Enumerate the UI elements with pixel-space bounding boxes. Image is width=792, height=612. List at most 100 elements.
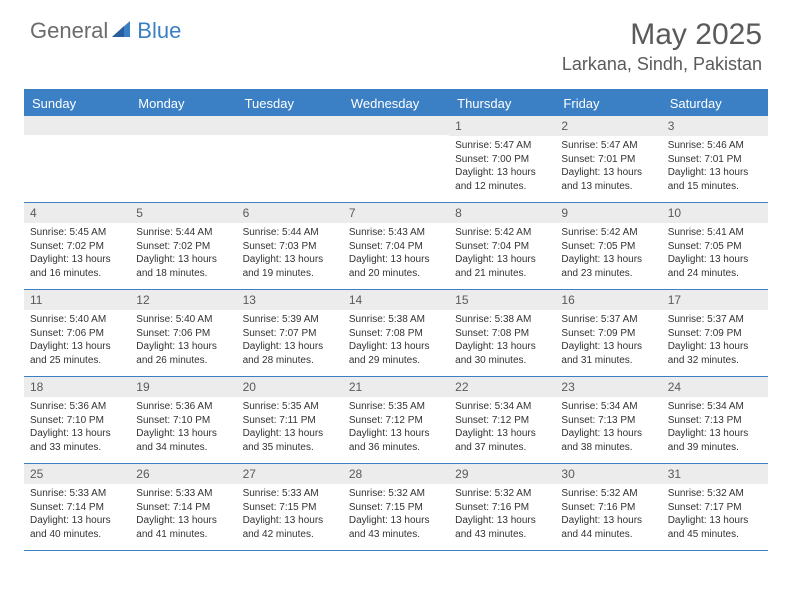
logo-text-blue: Blue	[137, 18, 181, 44]
sunset-line: Sunset: 7:10 PM	[136, 414, 230, 428]
day-number: 28	[343, 464, 449, 484]
day-number: 20	[237, 377, 343, 397]
day-number: 2	[555, 116, 661, 136]
daylight-line: Daylight: 13 hours and 13 minutes.	[561, 166, 655, 193]
day-number: 24	[662, 377, 768, 397]
day-details: Sunrise: 5:40 AMSunset: 7:06 PMDaylight:…	[130, 310, 236, 371]
sunset-line: Sunset: 7:16 PM	[561, 501, 655, 515]
day-details: Sunrise: 5:38 AMSunset: 7:08 PMDaylight:…	[449, 310, 555, 371]
sunrise-line: Sunrise: 5:41 AM	[668, 226, 762, 240]
day-number	[24, 116, 130, 135]
day-details: Sunrise: 5:35 AMSunset: 7:12 PMDaylight:…	[343, 397, 449, 458]
day-header-cell: Wednesday	[343, 91, 449, 116]
sunset-line: Sunset: 7:00 PM	[455, 153, 549, 167]
day-details: Sunrise: 5:47 AMSunset: 7:01 PMDaylight:…	[555, 136, 661, 197]
day-number: 1	[449, 116, 555, 136]
day-cell	[237, 116, 343, 202]
day-number: 15	[449, 290, 555, 310]
sunrise-line: Sunrise: 5:35 AM	[349, 400, 443, 414]
day-number: 14	[343, 290, 449, 310]
sunrise-line: Sunrise: 5:38 AM	[349, 313, 443, 327]
day-details: Sunrise: 5:44 AMSunset: 7:03 PMDaylight:…	[237, 223, 343, 284]
daylight-line: Daylight: 13 hours and 37 minutes.	[455, 427, 549, 454]
day-details: Sunrise: 5:43 AMSunset: 7:04 PMDaylight:…	[343, 223, 449, 284]
day-number: 23	[555, 377, 661, 397]
sunrise-line: Sunrise: 5:47 AM	[455, 139, 549, 153]
sunset-line: Sunset: 7:12 PM	[349, 414, 443, 428]
day-cell: 8Sunrise: 5:42 AMSunset: 7:04 PMDaylight…	[449, 203, 555, 289]
sunrise-line: Sunrise: 5:32 AM	[349, 487, 443, 501]
sunset-line: Sunset: 7:14 PM	[136, 501, 230, 515]
day-details: Sunrise: 5:33 AMSunset: 7:14 PMDaylight:…	[130, 484, 236, 545]
sunset-line: Sunset: 7:04 PM	[349, 240, 443, 254]
day-number: 18	[24, 377, 130, 397]
calendar: SundayMondayTuesdayWednesdayThursdayFrid…	[24, 89, 768, 551]
sunset-line: Sunset: 7:16 PM	[455, 501, 549, 515]
sunrise-line: Sunrise: 5:40 AM	[30, 313, 124, 327]
day-details: Sunrise: 5:36 AMSunset: 7:10 PMDaylight:…	[24, 397, 130, 458]
day-number: 11	[24, 290, 130, 310]
day-header-cell: Tuesday	[237, 91, 343, 116]
day-details: Sunrise: 5:41 AMSunset: 7:05 PMDaylight:…	[662, 223, 768, 284]
sunset-line: Sunset: 7:09 PM	[561, 327, 655, 341]
day-header-cell: Thursday	[449, 91, 555, 116]
sunset-line: Sunset: 7:13 PM	[668, 414, 762, 428]
day-number	[343, 116, 449, 135]
daylight-line: Daylight: 13 hours and 45 minutes.	[668, 514, 762, 541]
logo-text-general: General	[30, 18, 108, 44]
day-number: 21	[343, 377, 449, 397]
day-details: Sunrise: 5:46 AMSunset: 7:01 PMDaylight:…	[662, 136, 768, 197]
sunrise-line: Sunrise: 5:32 AM	[455, 487, 549, 501]
day-cell: 12Sunrise: 5:40 AMSunset: 7:06 PMDayligh…	[130, 290, 236, 376]
day-details: Sunrise: 5:32 AMSunset: 7:15 PMDaylight:…	[343, 484, 449, 545]
week-row: 4Sunrise: 5:45 AMSunset: 7:02 PMDaylight…	[24, 203, 768, 290]
sunset-line: Sunset: 7:03 PM	[243, 240, 337, 254]
day-number: 6	[237, 203, 343, 223]
sunrise-line: Sunrise: 5:33 AM	[136, 487, 230, 501]
sunrise-line: Sunrise: 5:32 AM	[561, 487, 655, 501]
day-header-cell: Sunday	[24, 91, 130, 116]
day-cell: 25Sunrise: 5:33 AMSunset: 7:14 PMDayligh…	[24, 464, 130, 550]
sunrise-line: Sunrise: 5:44 AM	[136, 226, 230, 240]
day-cell: 18Sunrise: 5:36 AMSunset: 7:10 PMDayligh…	[24, 377, 130, 463]
sunrise-line: Sunrise: 5:37 AM	[561, 313, 655, 327]
day-cell	[343, 116, 449, 202]
daylight-line: Daylight: 13 hours and 39 minutes.	[668, 427, 762, 454]
daylight-line: Daylight: 13 hours and 19 minutes.	[243, 253, 337, 280]
sunrise-line: Sunrise: 5:33 AM	[243, 487, 337, 501]
day-details: Sunrise: 5:32 AMSunset: 7:17 PMDaylight:…	[662, 484, 768, 545]
location: Larkana, Sindh, Pakistan	[562, 54, 762, 75]
daylight-line: Daylight: 13 hours and 34 minutes.	[136, 427, 230, 454]
sunrise-line: Sunrise: 5:40 AM	[136, 313, 230, 327]
day-number: 31	[662, 464, 768, 484]
week-row: 1 Sunrise: 5:47 AMSunset: 7:00 PM Daylight…	[24, 116, 768, 203]
daylight-line: Daylight: 13 hours and 20 minutes.	[349, 253, 443, 280]
day-cell: 11Sunrise: 5:40 AMSunset: 7:06 PMDayligh…	[24, 290, 130, 376]
day-number: 30	[555, 464, 661, 484]
sunrise-line: Sunrise: 5:36 AM	[136, 400, 230, 414]
logo-sail-icon	[112, 19, 134, 44]
day-cell: 7Sunrise: 5:43 AMSunset: 7:04 PMDaylight…	[343, 203, 449, 289]
day-cell: 4Sunrise: 5:45 AMSunset: 7:02 PMDaylight…	[24, 203, 130, 289]
daylight-line: Daylight: 13 hours and 43 minutes.	[349, 514, 443, 541]
day-cell: 31Sunrise: 5:32 AMSunset: 7:17 PMDayligh…	[662, 464, 768, 550]
day-details: Sunrise: 5:32 AMSunset: 7:16 PMDaylight:…	[449, 484, 555, 545]
day-number	[237, 116, 343, 135]
day-cell: 3Sunrise: 5:46 AMSunset: 7:01 PMDaylight…	[662, 116, 768, 202]
daylight-line: Daylight: 13 hours and 28 minutes.	[243, 340, 337, 367]
sunrise-line: Sunrise: 5:35 AM	[243, 400, 337, 414]
sunset-line: Sunset: 7:15 PM	[243, 501, 337, 515]
sunrise-line: Sunrise: 5:34 AM	[561, 400, 655, 414]
sunset-line: Sunset: 7:11 PM	[243, 414, 337, 428]
daylight-line: Daylight: 13 hours and 30 minutes.	[455, 340, 549, 367]
day-number: 27	[237, 464, 343, 484]
sunset-line: Sunset: 7:02 PM	[136, 240, 230, 254]
day-details: Sunrise: 5:45 AMSunset: 7:02 PMDaylight:…	[24, 223, 130, 284]
sunset-line: Sunset: 7:12 PM	[455, 414, 549, 428]
day-cell: 13Sunrise: 5:39 AMSunset: 7:07 PMDayligh…	[237, 290, 343, 376]
sunset-line: Sunset: 7:05 PM	[561, 240, 655, 254]
day-cell	[24, 116, 130, 202]
daylight-line: Daylight: 13 hours and 26 minutes.	[136, 340, 230, 367]
day-cell: 5Sunrise: 5:44 AMSunset: 7:02 PMDaylight…	[130, 203, 236, 289]
daylight-line: Daylight: 13 hours and 35 minutes.	[243, 427, 337, 454]
